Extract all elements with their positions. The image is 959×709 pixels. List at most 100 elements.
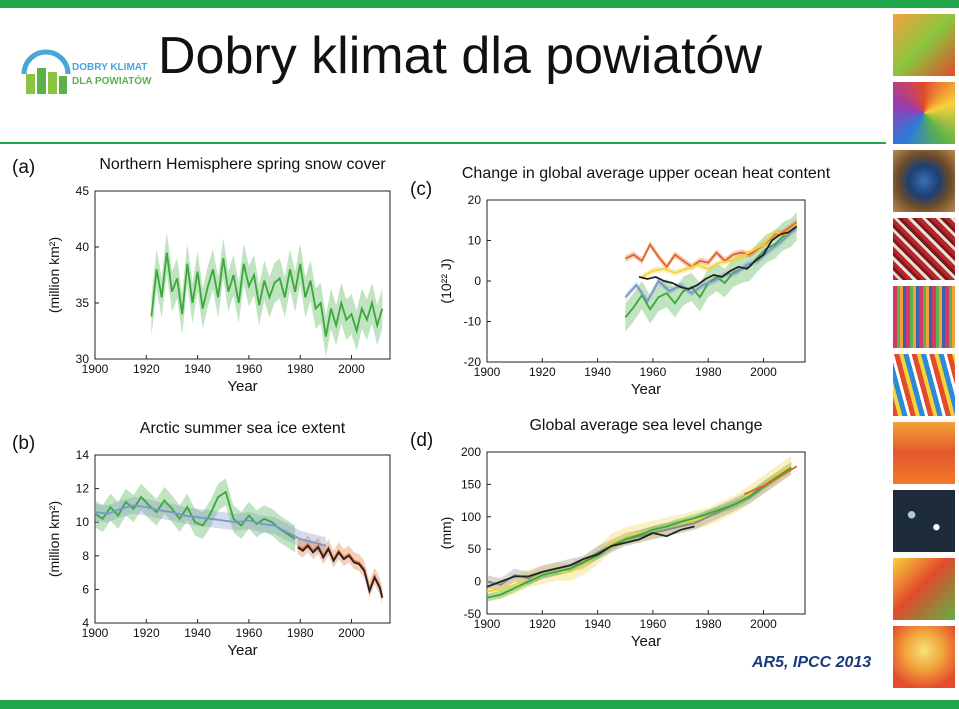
panel-label: (d) [410, 430, 433, 451]
series-0-uncertainty-band [95, 478, 296, 553]
x-tick-label: 1980 [695, 617, 722, 631]
y-axis-label: (million km²) [46, 501, 62, 577]
y-tick-label: 4 [82, 616, 89, 630]
chart-title: Change in global average upper ocean hea… [462, 165, 831, 182]
y-tick-label: 6 [82, 582, 89, 596]
series-0-uncertainty-band [487, 455, 792, 601]
y-axis-label: (mm) [438, 517, 454, 550]
source-credit: AR5, IPCC 2013 [752, 654, 872, 671]
x-tick-label: 1940 [584, 617, 611, 631]
chart-panel-b: (b) Arctic summer sea ice extent 1900 1920 1… [12, 420, 391, 659]
x-tick-label: 2000 [750, 617, 777, 631]
x-axis-label: Year [631, 381, 661, 398]
y-tick-label: 50 [468, 542, 482, 556]
y-tick-label: 40 [76, 240, 90, 254]
y-tick-label: 100 [461, 510, 481, 524]
crowd-tile [893, 218, 955, 280]
y-tick-label: 150 [461, 477, 481, 491]
x-tick-label: 1940 [184, 362, 211, 376]
top-accent-bar [0, 0, 959, 8]
x-tick-label: 1980 [287, 362, 314, 376]
orange-tile [893, 422, 955, 484]
series-2-line [641, 223, 798, 278]
leaf-tile [893, 14, 955, 76]
series-0-uncertainty-band [625, 212, 797, 332]
x-tick-label: 2000 [338, 362, 365, 376]
logo-graphic: DOBRY KLIMAT DLA POWIATÓW [21, 49, 152, 94]
globe-tile [893, 150, 955, 212]
chart-panel-a: (a) Northern Hemisphere spring snow cover… [12, 156, 391, 395]
series-0-line [150, 252, 384, 337]
title-divider [0, 142, 886, 144]
y-tick-label: 14 [76, 448, 90, 462]
x-axis-label: Year [227, 378, 257, 395]
x-axis-label: Year [631, 633, 661, 650]
x-tick-label: 1920 [133, 626, 160, 640]
figure-panels: (a) Northern Hemisphere spring snow cover… [12, 156, 831, 659]
y-tick-label: -10 [464, 315, 482, 329]
series-1-line [624, 221, 798, 269]
series-1-uncertainty-band [487, 461, 792, 592]
x-tick-label: 1940 [184, 626, 211, 640]
x-tick-label: 1980 [695, 365, 722, 379]
swirl-tile [893, 82, 955, 144]
series-0-line [94, 490, 296, 540]
paint-tile [893, 354, 955, 416]
x-tick-label: 1960 [640, 617, 667, 631]
series-2-line [486, 466, 792, 599]
x-tick-label: 1920 [529, 365, 556, 379]
x-tick-label: 1920 [133, 362, 160, 376]
logo-line-1: DOBRY KLIMAT [72, 62, 147, 73]
y-tick-label: 10 [468, 234, 482, 248]
y-tick-label: 0 [474, 274, 481, 288]
image-strip [893, 14, 955, 694]
y-tick-label: 0 [474, 575, 481, 589]
bottom-accent-bar [0, 700, 959, 709]
night-tile [893, 490, 955, 552]
chart-panel-c: (c) Change in global average upper ocean … [410, 165, 831, 398]
series-4-line [638, 225, 798, 291]
y-tick-label: 35 [76, 296, 90, 310]
x-tick-label: 2000 [750, 365, 777, 379]
chart-title: Global average sea level change [529, 417, 762, 434]
x-axis-label: Year [227, 642, 257, 659]
chart-panel-d: (d) Global average sea level change 1900 19… [410, 417, 806, 650]
y-tick-label: 12 [76, 482, 90, 496]
series-0-line [624, 225, 798, 318]
logo: DOBRY KLIMAT DLA POWIATÓW [18, 44, 163, 100]
x-tick-label: 2000 [338, 626, 365, 640]
x-tick-label: 1960 [236, 362, 263, 376]
x-tick-label: 1900 [474, 617, 501, 631]
y-axis-label: (million km²) [46, 237, 62, 313]
panel-label: (b) [12, 433, 35, 454]
y-tick-label: -20 [464, 355, 482, 369]
plot-area [486, 199, 806, 363]
panel-label: (c) [410, 179, 432, 200]
y-tick-label: 200 [461, 445, 481, 459]
logo-line-2: DLA POWIATÓW [72, 74, 152, 87]
x-tick-label: 1980 [287, 626, 314, 640]
series-1-uncertainty-band [95, 497, 326, 555]
chart-title: Northern Hemisphere spring snow cover [99, 156, 386, 173]
series-4-line [743, 465, 798, 495]
x-tick-label: 1900 [82, 362, 109, 376]
red-tile [893, 626, 955, 688]
stripes-tile [893, 286, 955, 348]
y-tick-label: 30 [76, 352, 90, 366]
chart-title: Arctic summer sea ice extent [140, 420, 346, 437]
y-tick-label: 10 [76, 515, 90, 529]
page-title: Dobry klimat dla powiatów [158, 27, 763, 85]
x-tick-label: 1900 [474, 365, 501, 379]
series-3-line [624, 227, 798, 304]
flower-tile [893, 558, 955, 620]
y-tick-label: -50 [464, 607, 482, 621]
series-3-line [486, 525, 695, 588]
y-tick-label: 8 [82, 549, 89, 563]
series-1-line [94, 504, 327, 547]
x-tick-label: 1960 [640, 365, 667, 379]
x-tick-label: 1960 [236, 626, 263, 640]
y-axis-label: (10²² J) [438, 258, 454, 303]
panel-label: (a) [12, 157, 35, 178]
x-tick-label: 1900 [82, 626, 109, 640]
x-tick-label: 1920 [529, 617, 556, 631]
